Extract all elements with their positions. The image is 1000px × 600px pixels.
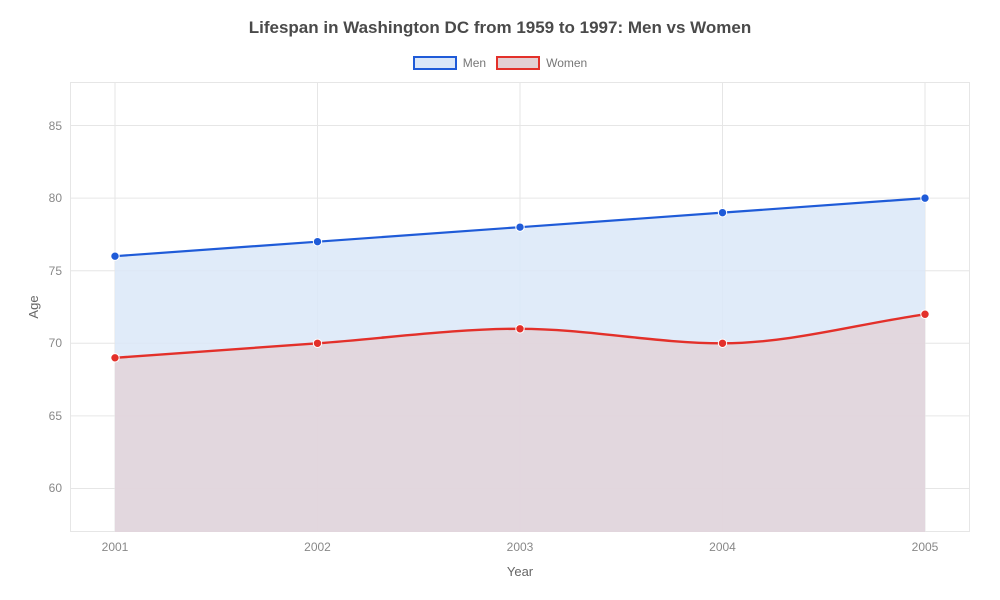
legend-label-women: Women: [546, 56, 587, 70]
x-axis-title: Year: [507, 564, 533, 579]
chart-container: Lifespan in Washington DC from 1959 to 1…: [0, 0, 1000, 600]
plot-svg: [70, 82, 970, 532]
y-axis-title: Age: [26, 295, 41, 318]
y-tick-label: 65: [22, 409, 70, 423]
y-tick-label: 80: [22, 191, 70, 205]
x-tick-label: 2005: [895, 532, 955, 554]
plot-area: Age Year 6065707580852001200220032004200…: [70, 82, 970, 532]
y-tick-label: 60: [22, 481, 70, 495]
y-tick-label: 75: [22, 264, 70, 278]
legend-swatch-men: [413, 56, 457, 70]
y-tick-label: 85: [22, 119, 70, 133]
x-tick-label: 2001: [85, 532, 145, 554]
legend-label-men: Men: [463, 56, 486, 70]
legend: Men Women: [0, 56, 1000, 70]
legend-swatch-women: [496, 56, 540, 70]
legend-item-women[interactable]: Women: [496, 56, 587, 70]
x-tick-label: 2002: [288, 532, 348, 554]
legend-item-men[interactable]: Men: [413, 56, 486, 70]
y-tick-label: 70: [22, 336, 70, 350]
chart-title: Lifespan in Washington DC from 1959 to 1…: [0, 18, 1000, 38]
x-tick-label: 2004: [693, 532, 753, 554]
x-tick-label: 2003: [490, 532, 550, 554]
